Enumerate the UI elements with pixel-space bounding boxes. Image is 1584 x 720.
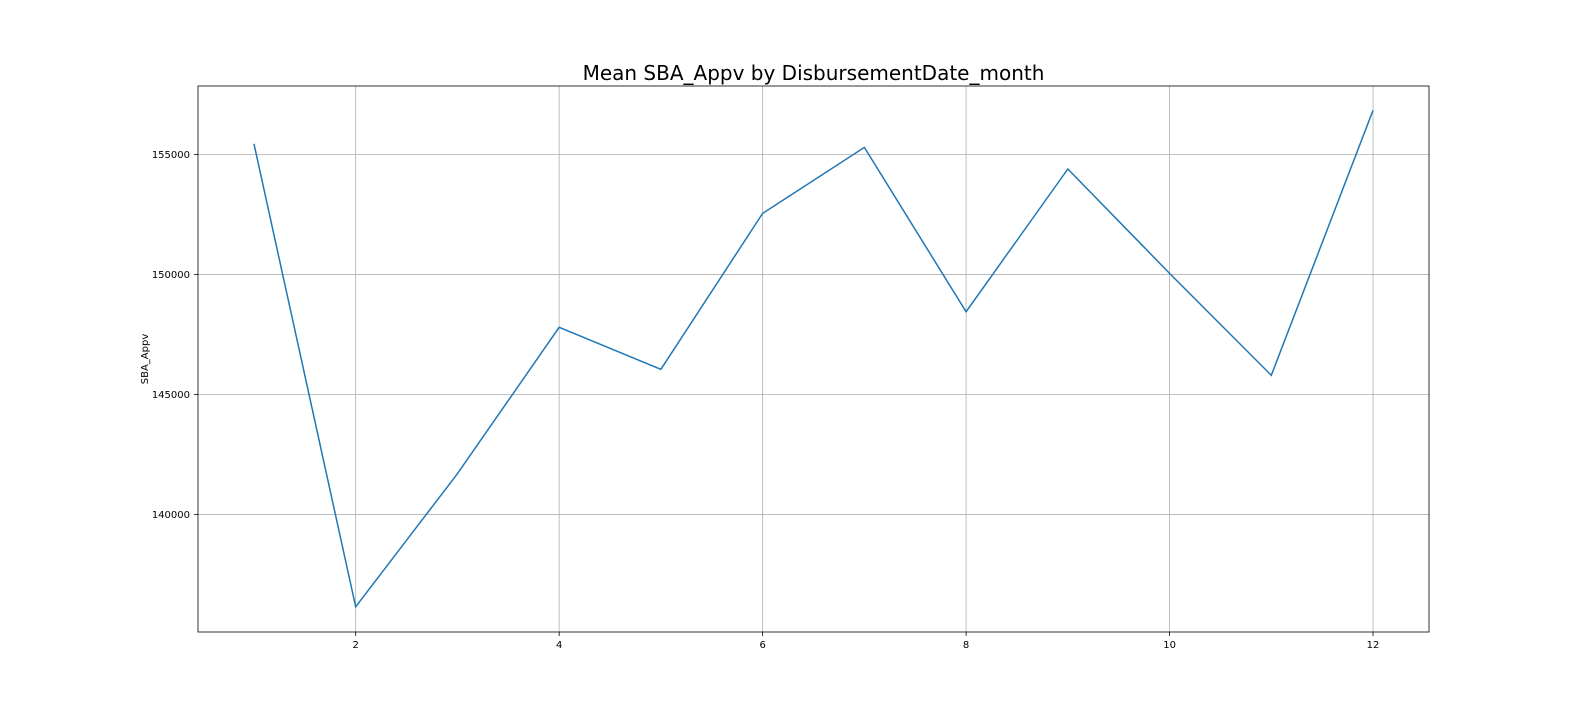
y-tick-label: 145000: [152, 390, 190, 401]
x-tick-label: 12: [1367, 640, 1380, 651]
chart-title: Mean SBA_Appv by DisbursementDate_month: [583, 61, 1045, 85]
plot-area: [198, 86, 1429, 632]
y-axis-label: SBA_Appv: [140, 334, 151, 385]
x-tick-label: 4: [556, 640, 562, 651]
y-tick-label: 140000: [152, 510, 190, 521]
x-tick-label: 2: [353, 640, 359, 651]
x-gridlines: [355, 86, 1374, 632]
x-tick-label: 10: [1163, 640, 1176, 651]
series-line: [253, 109, 1374, 609]
x-tick-label: 6: [759, 640, 765, 651]
y-axis-ticks: 140000 145000 150000 155000: [152, 150, 198, 521]
plot-frame: [197, 85, 1430, 633]
x-axis-ticks: 2 4 6 8 10 12: [353, 632, 1380, 651]
y-gridlines: [198, 154, 1429, 515]
y-tick-label: 150000: [152, 270, 190, 281]
x-tick-label: 8: [963, 640, 969, 651]
y-tick-label: 155000: [152, 150, 190, 161]
